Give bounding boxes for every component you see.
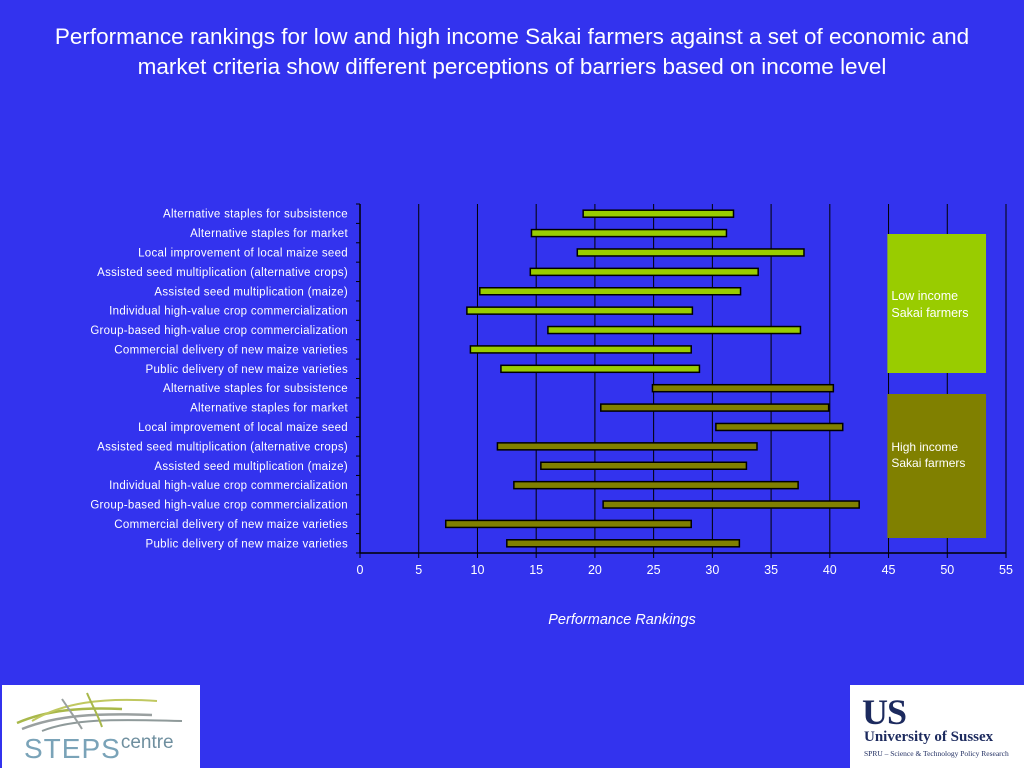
range-bar [600,403,830,412]
legend-label-high-income: Sakai farmers [891,456,965,470]
sussex-logo-mark: US [862,692,907,732]
legend-label-high-income: High income [891,440,958,454]
category-label: Local improvement of local maize seed [138,247,348,259]
range-bar [651,383,835,393]
sussex-logo-unit: SPRU – Science & Technology Policy Resea… [864,749,1009,758]
range-bar [529,267,759,277]
category-label: Assisted seed multiplication (maize) [154,461,348,473]
steps-logo-main: STEPS [24,733,121,764]
category-label: Alternative staples for subsistence [163,383,348,395]
x-tick-label: 15 [529,563,543,577]
x-tick-label: 10 [471,563,485,577]
range-bar [500,364,701,374]
category-label: Assisted seed multiplication (alternativ… [97,441,348,453]
performance-chart: Low income Sakai farmers High income Sakai … [90,203,1013,628]
category-label: Assisted seed multiplication (maize) [154,286,348,298]
slide-title: Performance rankings for low and high in… [54,24,970,79]
range-bar [576,248,805,257]
legend-swatch-low-income [887,234,987,373]
x-tick-label: 20 [588,563,602,577]
category-label: Commercial delivery of new maize varieti… [114,344,348,356]
x-tick-label: 45 [882,563,896,577]
category-label: Local improvement of local maize seed [138,422,348,434]
category-label: Public delivery of new maize varieties [145,364,348,376]
range-bar [547,325,802,335]
range-bar [479,287,742,296]
range-bar [715,422,844,432]
steps-centre-logo: STEPScentre [2,685,200,768]
x-tick-label: 30 [705,563,719,577]
steps-logo-text: STEPScentre [24,732,174,765]
x-tick-label: 35 [764,563,778,577]
range-bar [540,461,748,470]
category-label: Assisted seed multiplication (alternativ… [97,267,348,279]
university-of-sussex-logo: US University of Sussex SPRU – Science &… [850,685,1024,768]
category-label: Commercial delivery of new maize varieti… [114,519,348,531]
legend-swatch-high-income [887,394,987,538]
range-bar [582,209,735,218]
x-tick-label: 40 [823,563,837,577]
legend-label-low-income: Low income [891,289,958,303]
category-label: Individual high-value crop commercializa… [109,480,348,492]
steps-logo-graphic [16,692,183,732]
range-bar [602,500,860,509]
sussex-logo-name: University of Sussex [864,729,994,745]
category-label: Alternative staples for subsistence [163,209,348,221]
range-bar [530,228,728,238]
category-label: Group-based high-value crop commercializ… [90,500,348,512]
x-tick-label: 0 [357,563,364,577]
x-tick-label: 25 [647,563,661,577]
category-label: Group-based high-value crop commercializ… [90,325,348,337]
range-bar [466,306,694,315]
steps-logo-sub: centre [120,732,174,753]
range-bar [469,345,692,354]
category-label: Individual high-value crop commercializa… [109,306,348,318]
range-bar [444,519,692,529]
legend-label-low-income: Sakai farmers [891,306,968,320]
category-label: Alternative staples for market [190,403,348,415]
x-tick-label: 50 [940,563,954,577]
range-bar [496,442,758,451]
x-axis-title: Performance Rankings [548,612,696,628]
range-bar [513,480,799,490]
category-label: Public delivery of new maize varieties [145,538,348,550]
x-tick-label: 5 [415,563,422,577]
category-label: Alternative staples for market [190,228,348,240]
range-bar [506,539,741,548]
x-tick-label: 55 [999,563,1013,577]
